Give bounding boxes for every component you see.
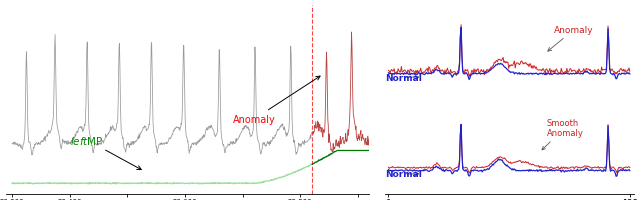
Text: Normal: Normal xyxy=(385,170,422,178)
Text: Anomaly: Anomaly xyxy=(233,77,320,124)
Text: Normal: Normal xyxy=(385,73,422,82)
Text: Smooth
Anomaly: Smooth Anomaly xyxy=(542,118,584,150)
Text: Anomaly: Anomaly xyxy=(548,26,594,52)
Text: $\it{left}$MP: $\it{left}$MP xyxy=(70,134,141,170)
